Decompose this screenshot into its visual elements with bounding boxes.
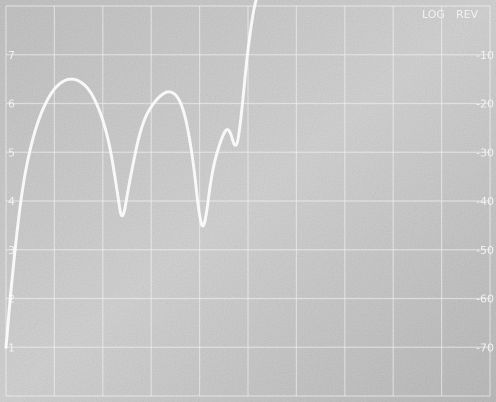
right-tick-labels: -10 -20 -30 -40 -50 -60 -70 [476, 49, 494, 355]
right-tick-label: -50 [476, 244, 494, 257]
right-tick-label: -40 [476, 195, 494, 208]
left-tick-label: 6 [8, 98, 15, 111]
right-tick-label: -60 [476, 293, 494, 306]
left-tick-label: 3 [8, 244, 15, 257]
header-label-rev: REV [456, 8, 479, 21]
right-tick-label: -10 [476, 49, 494, 62]
graticule [5, 5, 491, 397]
left-tick-label: 7 [8, 49, 15, 62]
series-trace [4, 0, 258, 349]
right-tick-label: -30 [476, 146, 494, 159]
header-label-log: LOG [422, 8, 445, 21]
right-tick-label: -70 [476, 341, 494, 354]
left-tick-label: 4 [8, 195, 15, 208]
left-tick-label: 5 [8, 146, 15, 159]
left-tick-label: 1 [8, 341, 15, 354]
right-tick-label: -20 [476, 98, 494, 111]
